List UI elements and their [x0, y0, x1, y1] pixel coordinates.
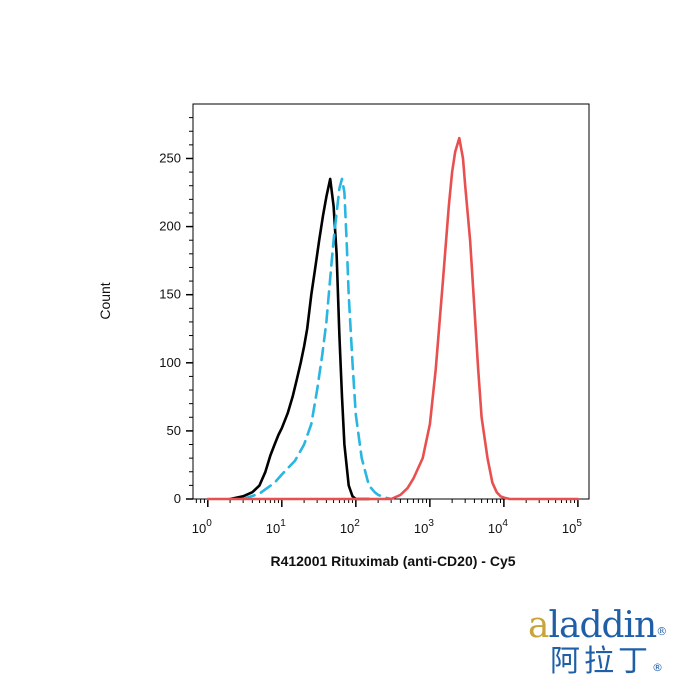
y-tick-label: 200: [159, 219, 181, 234]
x-tick-label: 103: [414, 518, 434, 536]
x-tick-label: 105: [562, 518, 582, 536]
histogram-series: [206, 136, 580, 501]
histogram-series-2: [241, 177, 393, 501]
plot-area: [192, 103, 590, 500]
x-axis-title: R412001 Rituximab (anti-CD20) - Cy5: [270, 553, 515, 569]
aladdin-logo-chinese: 阿拉丁®: [550, 644, 667, 679]
x-axis-ticks: 100 101 102 103 104 105: [192, 499, 582, 536]
x-tick-label: 100: [192, 518, 212, 536]
y-axis-ticks: 0 50 100 150 200 250: [159, 150, 193, 506]
x-tick-label: 101: [266, 518, 286, 536]
y-axis-title: Count: [97, 282, 113, 319]
histogram-series-1: [228, 177, 371, 501]
y-tick-label: 250: [159, 150, 181, 165]
y-tick-label: 100: [159, 355, 181, 370]
histogram-series-3: [206, 136, 580, 501]
y-tick-label: 50: [167, 423, 181, 438]
x-tick-label: 104: [488, 518, 508, 536]
x-tick-label: 102: [340, 518, 360, 536]
aladdin-logo: aladdin® 阿拉丁®: [520, 606, 685, 690]
y-tick-label: 0: [174, 491, 181, 506]
aladdin-logo-wordmark: aladdin®: [528, 605, 667, 646]
y-tick-label: 150: [159, 287, 181, 302]
